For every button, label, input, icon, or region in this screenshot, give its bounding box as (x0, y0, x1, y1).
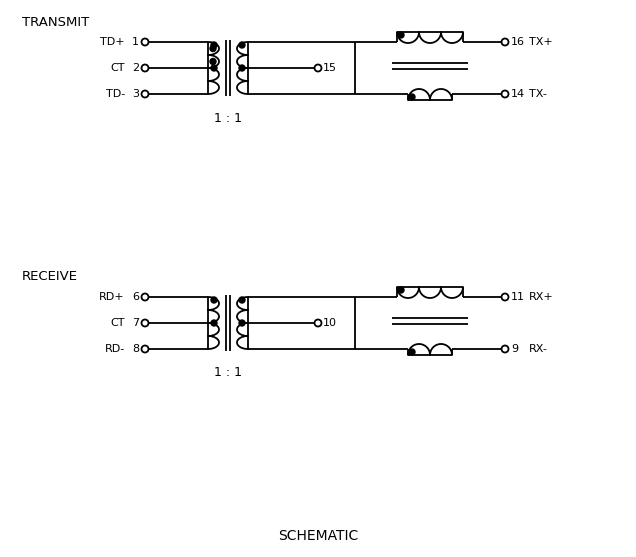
Text: 1 : 1: 1 : 1 (214, 111, 242, 125)
Circle shape (210, 46, 216, 51)
Circle shape (409, 94, 415, 100)
Circle shape (398, 32, 404, 38)
Text: TD+: TD+ (100, 37, 125, 47)
Text: 3: 3 (132, 89, 139, 99)
Text: 14: 14 (511, 89, 525, 99)
Text: 16: 16 (511, 37, 525, 47)
Text: 7: 7 (132, 318, 139, 328)
Circle shape (398, 287, 404, 293)
Text: TX-: TX- (529, 89, 547, 99)
Text: 1 : 1: 1 : 1 (214, 367, 242, 379)
Text: TRANSMIT: TRANSMIT (22, 16, 89, 28)
Text: RD+: RD+ (99, 292, 125, 302)
Text: CT: CT (111, 318, 125, 328)
Circle shape (211, 320, 217, 326)
Text: 11: 11 (511, 292, 525, 302)
Circle shape (239, 297, 245, 303)
Text: CT: CT (111, 63, 125, 73)
Text: RX+: RX+ (529, 292, 554, 302)
Text: TX+: TX+ (529, 37, 553, 47)
Circle shape (211, 297, 217, 303)
Text: TD-: TD- (106, 89, 125, 99)
Circle shape (210, 58, 216, 65)
Text: SCHEMATIC: SCHEMATIC (278, 529, 358, 543)
Circle shape (409, 349, 415, 355)
Text: 2: 2 (132, 63, 139, 73)
Text: 6: 6 (132, 292, 139, 302)
Text: 8: 8 (132, 344, 139, 354)
Circle shape (211, 42, 217, 48)
Circle shape (239, 42, 245, 48)
Circle shape (239, 320, 245, 326)
Text: RD-: RD- (105, 344, 125, 354)
Circle shape (211, 65, 217, 71)
Text: 15: 15 (323, 63, 337, 73)
Text: 10: 10 (323, 318, 337, 328)
Text: 9: 9 (511, 344, 518, 354)
Circle shape (239, 65, 245, 71)
Text: RX-: RX- (529, 344, 548, 354)
Text: RECEIVE: RECEIVE (22, 271, 78, 284)
Text: 1: 1 (132, 37, 139, 47)
